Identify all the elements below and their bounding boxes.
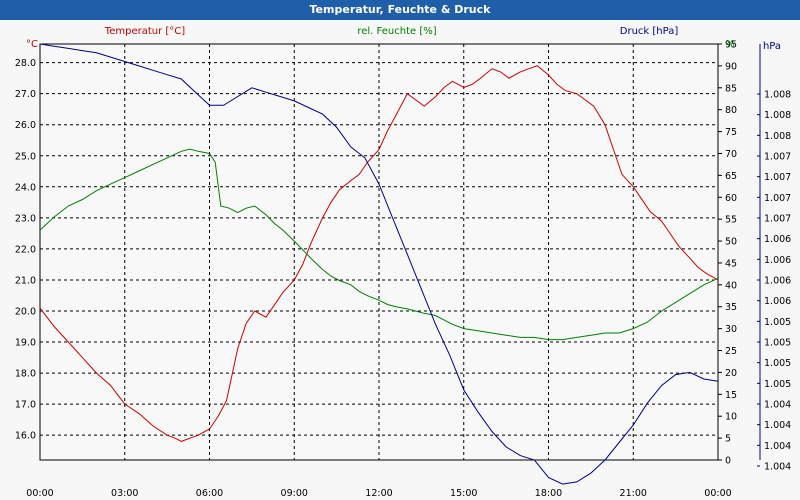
humidity-tick-label: 80 [725,105,737,116]
pressure-tick-label: 1.008 [764,110,791,121]
humidity-tick-label: 55 [725,215,737,226]
temperature-tick-label: 20.0 [15,306,36,317]
temperature-tick-label: 24.0 [15,182,36,193]
humidity-tick-label: 35 [725,302,737,313]
humidity-axis-header: rel. Feuchte [%] [357,26,436,37]
pressure-tick-label: 1.007 [764,193,791,204]
temperature-tick-label: 18.0 [15,369,36,380]
pressure-tick-label: 1.004 [764,420,791,431]
pressure-tick-label: 1.004 [764,400,791,411]
temperature-tick-label: 25.0 [15,151,36,162]
pressure-tick-label: 1.006 [764,255,791,266]
series-lines [39,43,719,485]
temperature-tick-label: 21.0 [15,275,36,286]
humidity-tick-label: 10 [725,412,737,423]
pressure-tick-label: 1.004 [764,462,791,473]
x-tick-time: 18:00 [535,488,562,499]
pressure-axis-header: Druck [hPa] [620,26,679,37]
x-tick-time: 00:00 [704,488,731,499]
humidity-tick-label: 30 [725,324,737,335]
humidity-tick-label: 0 [725,456,731,467]
humidity-line [39,148,719,341]
temperature-axis-header: Temperatur [°C] [104,26,185,37]
humidity-tick-label: 20 [725,368,737,379]
pressure-tick-label: 1.007 [764,214,791,225]
pressure-tick-label: 1.008 [764,90,791,101]
grid [40,43,761,467]
humidity-tick-label: 65 [725,171,737,182]
temperature-unit: °C [26,39,38,50]
pressure-tick-label: 1.006 [764,296,791,307]
humidity-tick-label: 95 [725,40,737,51]
temperature-tick-label: 17.0 [15,400,36,411]
pressure-tick-label: 1.005 [764,379,791,390]
pressure-tick-label: 1.005 [764,317,791,328]
humidity-tick-label: 50 [725,237,737,248]
humidity-tick-label: 60 [725,193,737,204]
pressure-tick-label: 1.007 [764,172,791,183]
pressure-tick-label: 1.005 [764,338,791,349]
humidity-tick-label: 90 [725,61,737,72]
temperature-tick-label: 16.0 [15,431,36,442]
humidity-tick-label: 25 [725,346,737,357]
pressure-tick-label: 1.004 [764,441,791,452]
window-title: Temperatur, Feuchte & Druck [0,0,800,20]
x-tick-time: 03:00 [111,488,138,499]
humidity-tick-label: 5 [725,434,731,445]
x-tick-time: 15:00 [450,488,477,499]
pressure-tick-label: 1.007 [764,152,791,163]
plot-area [39,43,719,461]
chart-svg: 00:0015.07.1803:0015.07.1806:0015.07.180… [15,26,791,500]
humidity-tick-label: 40 [725,280,737,291]
humidity-tick-label: 70 [725,149,737,160]
temperature-line [39,65,719,442]
x-tick-time: 09:00 [281,488,308,499]
pressure-tick-label: 1.005 [764,358,791,369]
x-tick-time: 12:00 [365,488,392,499]
temperature-tick-label: 28.0 [15,58,36,69]
pressure-line [39,43,719,485]
humidity-tick-label: 45 [725,258,737,269]
temperature-tick-label: 27.0 [15,89,36,100]
humidity-tick-label: 85 [725,83,737,94]
humidity-unit: % [725,39,735,50]
pressure-tick-label: 1.006 [764,276,791,287]
tick-labels: 00:0015.07.1803:0015.07.1806:0015.07.180… [15,40,791,500]
x-tick-time: 06:00 [196,488,223,499]
humidity-tick-label: 15 [725,390,737,401]
humidity-tick-label: 75 [725,127,737,138]
pressure-tick-label: 1.008 [764,131,791,142]
temperature-tick-label: 19.0 [15,338,36,349]
x-tick-time: 21:00 [620,488,647,499]
temperature-tick-label: 23.0 [15,213,36,224]
temperature-tick-label: 22.0 [15,244,36,255]
pressure-tick-label: 1.006 [764,234,791,245]
pressure-unit: hPa [763,41,781,52]
temperature-tick-label: 26.0 [15,120,36,131]
x-tick-time: 00:00 [26,488,53,499]
